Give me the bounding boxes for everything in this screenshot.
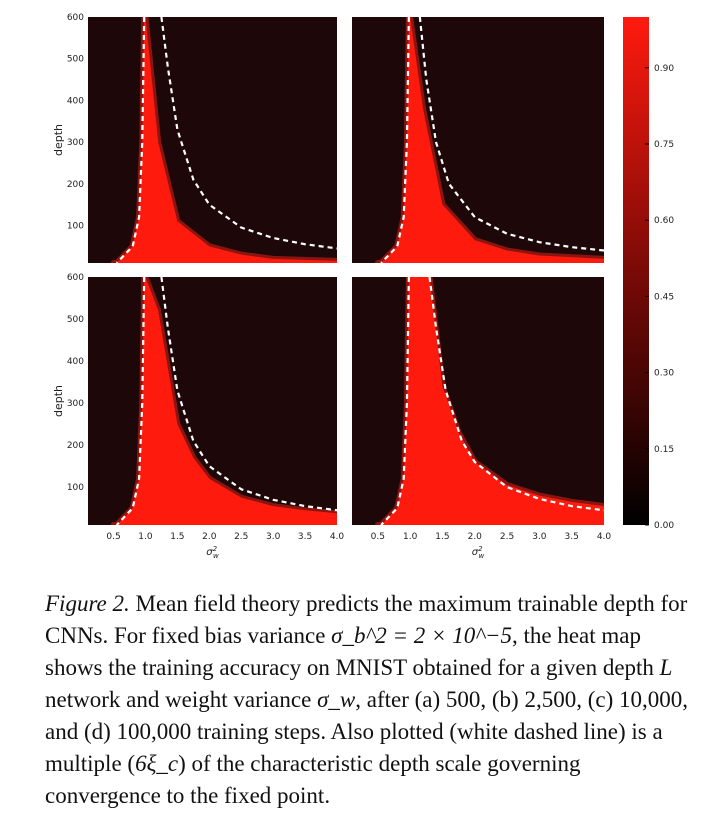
- x-tick-label: 3.5: [298, 532, 312, 542]
- x-tick-label: 1.0: [138, 532, 153, 542]
- x-tick-label: 1.5: [170, 532, 184, 542]
- bias-equation: σ_b^2 = 2 × 10^−5: [331, 623, 512, 648]
- figure-label: Figure 2.: [45, 591, 130, 616]
- heatmap-background: [88, 17, 337, 263]
- x-tick-label: 4.0: [330, 532, 345, 542]
- dashed-boundary-curve: [380, 17, 410, 263]
- caption-part4: , after (a) 500, (b) 2,500, (c) 10,000, …: [45, 687, 688, 776]
- caption-part1: Mean field theory predicts the maximum t…: [45, 591, 688, 648]
- x-tick-label: 2.0: [202, 532, 217, 542]
- trainable-region: [113, 17, 337, 263]
- heatmap-panel-bottom-left: 100 200 300 400 500 600 0.5 1.0 1.5 2.0 2.5 3.0 3.5 4…: [52, 273, 344, 560]
- dashed-boundary-curve: [380, 277, 410, 525]
- heatmap-panel-bottom-right: 0.5 1.0 1.5 2.0 2.5 3.0 3.5 4.0 σ2 w: [352, 277, 611, 560]
- caption-part5: ) of the characteristic depth scale gove…: [45, 751, 581, 808]
- colorbar-tick-label: 0.15: [654, 445, 674, 455]
- colorbar-tick-label: 0.30: [654, 369, 674, 379]
- heatmap-panel-top-right: [352, 17, 604, 263]
- x-axis-label: σ2 w: [206, 545, 219, 560]
- x-tick-label: 0.5: [371, 532, 385, 542]
- x-tick-label: 2.5: [500, 532, 514, 542]
- y-tick-label: 600: [67, 13, 84, 23]
- y-tick-label: 400: [67, 357, 84, 367]
- y-tick-label: 100: [67, 483, 84, 493]
- dashed-depth-scale-curve: [418, 17, 604, 252]
- colorbar-tick-label: 0.75: [654, 140, 674, 150]
- y-axis-label: depth: [52, 124, 65, 156]
- x-tick-label: 4.0: [597, 532, 612, 542]
- depth-symbol: L: [659, 655, 673, 680]
- colorbar-tick-label: 0.60: [654, 216, 674, 226]
- x-tick-label: 3.5: [565, 532, 579, 542]
- x-tick-label: 2.0: [468, 532, 483, 542]
- colorbar-tick-label: 0.90: [654, 64, 674, 74]
- figure-caption: Figure 2. Mean field theory predicts the…: [45, 588, 695, 812]
- heatmap-panel-top-left: 100 200 300 400 500 600 depth: [52, 13, 337, 263]
- trainable-region: [113, 277, 337, 525]
- dashed-depth-scale-curve: [160, 17, 337, 250]
- dashed-boundary-curve: [115, 277, 146, 525]
- x-tick-label: 2.5: [234, 532, 248, 542]
- figure-heatmaps: 100 200 300 400 500 600 depth 100 200 300 400 500 60…: [52, 13, 674, 560]
- colorbar-tick-label: 0.45: [654, 292, 674, 302]
- x-tick-label: 3.0: [532, 532, 547, 542]
- y-tick-label: 200: [67, 180, 84, 190]
- trainable-region: [377, 277, 604, 525]
- caption-part3: network and weight variance: [45, 687, 318, 712]
- y-tick-label: 300: [67, 399, 84, 409]
- caption-part2: , the heat map shows the training accura…: [45, 623, 660, 680]
- y-axis-label: depth: [52, 385, 65, 417]
- y-tick-label: 300: [67, 138, 84, 148]
- x-tick-label: 0.5: [106, 532, 120, 542]
- weight-symbol: σ_w: [317, 687, 356, 712]
- multiple-symbol: 6ξ_c: [135, 751, 179, 776]
- x-tick-label: 3.0: [266, 532, 281, 542]
- colorbar-gradient: [623, 17, 649, 525]
- heatmap-background: [352, 17, 604, 263]
- colorbar-tick-label: 0.00: [654, 521, 674, 531]
- y-tick-label: 500: [67, 55, 84, 65]
- x-tick-label: 1.5: [435, 532, 449, 542]
- trainable-region: [377, 17, 604, 263]
- x-tick-label: 1.0: [403, 532, 418, 542]
- dashed-depth-scale-curve: [428, 277, 604, 512]
- y-tick-label: 500: [67, 315, 84, 325]
- x-axis-label: σ2 w: [472, 545, 485, 560]
- colorbar: 0.00 0.15 0.30 0.45 0.60 0.75 0.90: [623, 17, 674, 531]
- dashed-depth-scale-curve: [160, 277, 337, 512]
- y-tick-label: 200: [67, 441, 84, 451]
- dashed-boundary-curve: [115, 17, 146, 263]
- y-tick-label: 400: [67, 96, 84, 106]
- y-tick-label: 600: [67, 273, 84, 283]
- y-tick-label: 100: [67, 221, 84, 231]
